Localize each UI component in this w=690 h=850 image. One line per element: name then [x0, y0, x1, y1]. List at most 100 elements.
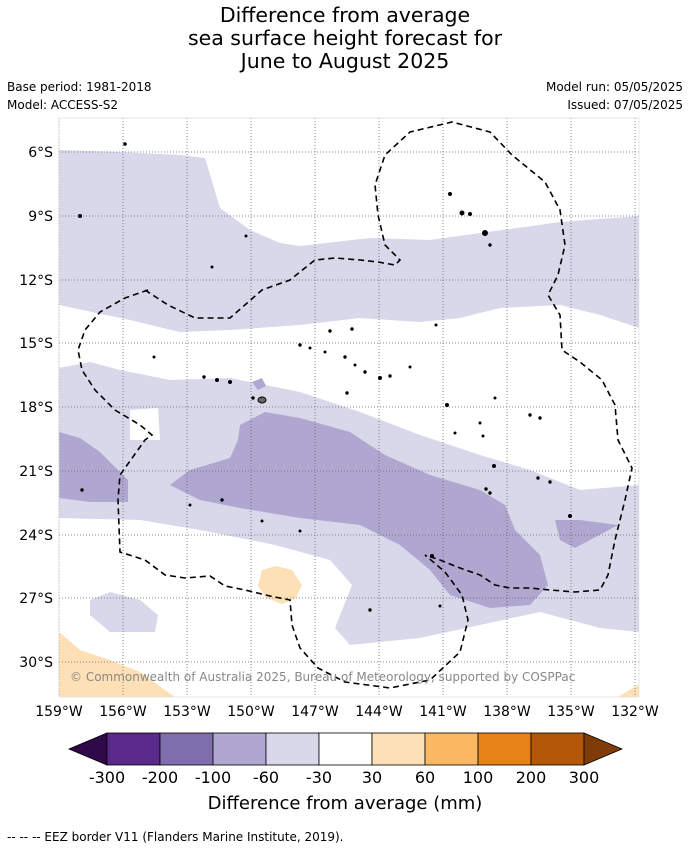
island — [488, 491, 492, 495]
island — [323, 350, 327, 354]
lon-label: 135°W — [547, 704, 595, 720]
island — [536, 476, 540, 480]
colorbar-labels: -300 -200 -100 -60 -30 30 60 100 200 300 — [89, 768, 599, 787]
island — [388, 374, 392, 378]
island — [481, 434, 485, 438]
lon-label: 156°W — [99, 704, 147, 720]
eez-french-polynesia — [144, 121, 633, 593]
island — [445, 403, 449, 407]
island — [350, 327, 354, 331]
contour-medium-island — [252, 378, 266, 390]
lon-label: 147°W — [291, 704, 339, 720]
contour-medium-left — [59, 432, 128, 502]
lat-label: 18°S — [19, 400, 53, 416]
colorbar-label: 30 — [362, 768, 382, 787]
contour-white-pocket — [130, 408, 160, 440]
island — [408, 365, 412, 369]
lat-label: 9°S — [28, 209, 53, 225]
island — [308, 346, 312, 350]
map-title: Difference from average sea surface heig… — [0, 4, 690, 73]
island — [228, 380, 232, 384]
colorbar-label: 200 — [516, 768, 547, 787]
lat-label: 15°S — [19, 336, 53, 352]
lat-label: 30°S — [19, 655, 53, 671]
island-large — [257, 396, 267, 404]
lon-label: 153°W — [163, 704, 211, 720]
map-plot-area: © Commonwealth of Australia 2025, Bureau… — [58, 117, 640, 698]
issued-date: Issued: 07/05/2025 — [567, 98, 683, 112]
island — [202, 375, 206, 379]
island — [492, 464, 496, 468]
meta-right: Model run: 05/05/2025 Issued: 07/05/2025 — [546, 78, 683, 114]
colorbar-swatch — [265, 732, 320, 766]
lat-label: 24°S — [19, 528, 53, 544]
colorbar-label: -300 — [89, 768, 125, 787]
colorbar-swatch — [159, 732, 214, 766]
colorbar-label: -60 — [253, 768, 279, 787]
island — [215, 378, 219, 382]
island — [378, 376, 382, 380]
colorbar-label: 60 — [415, 768, 435, 787]
contour-orange-se — [618, 684, 639, 697]
lat-label: 6°S — [28, 145, 53, 161]
island — [438, 604, 442, 608]
island — [353, 363, 357, 367]
colorbar-title: Difference from average (mm) — [208, 793, 483, 814]
island — [298, 529, 302, 533]
eez-borders — [77, 121, 633, 689]
colorbar-label: -100 — [195, 768, 231, 787]
island — [448, 192, 452, 196]
island — [123, 142, 127, 146]
island — [488, 243, 492, 247]
island — [430, 554, 434, 558]
island — [210, 265, 214, 269]
island — [478, 421, 482, 425]
lon-label: 138°W — [483, 704, 531, 720]
anomaly-contours — [59, 150, 639, 697]
island — [220, 498, 224, 502]
lon-label: 159°W — [35, 704, 83, 720]
island — [343, 355, 347, 359]
island — [78, 214, 82, 218]
colorbar-label: 300 — [569, 768, 600, 787]
map-frame — [58, 117, 640, 698]
eez-footnote: -- -- -- EEZ border V11 (Flanders Marine… — [7, 830, 344, 844]
island — [548, 480, 552, 484]
island — [80, 488, 84, 492]
colorbar-label: 100 — [463, 768, 494, 787]
title-line-2: sea surface height forecast for — [187, 26, 503, 50]
colorbar: -300 -200 -100 -60 -30 30 60 100 200 300… — [67, 732, 624, 814]
colorbar-extend-under — [67, 732, 108, 766]
island — [251, 396, 255, 400]
colorbar-swatch — [371, 732, 426, 766]
copyright-notice: © Commonwealth of Australia 2025, Bureau… — [70, 670, 575, 684]
eez-cook-islands — [77, 289, 469, 689]
contour-orange-sw — [59, 632, 175, 697]
island — [538, 416, 542, 420]
lat-label: 12°S — [19, 273, 53, 289]
island — [363, 370, 367, 374]
colorbar-swatch — [424, 732, 479, 766]
lon-label: 150°W — [227, 704, 275, 720]
lon-label: 141°W — [419, 704, 467, 720]
lat-label: 21°S — [19, 464, 53, 480]
meta-left: Base period: 1981-2018 Model: ACCESS-S2 — [7, 78, 152, 114]
island — [493, 396, 497, 400]
colorbar-swatch — [318, 732, 373, 766]
island — [528, 413, 532, 417]
base-period: Base period: 1981-2018 — [7, 80, 152, 94]
model-run: Model run: 05/05/2025 — [545, 80, 683, 94]
island — [368, 608, 372, 612]
colorbar-label: -30 — [306, 768, 332, 787]
island — [152, 355, 156, 359]
title-line-1: Difference from average — [219, 3, 471, 27]
contour-light-band — [59, 150, 639, 332]
model-name: Model: ACCESS-S2 — [7, 98, 119, 112]
contour-medium-main — [170, 412, 548, 608]
island — [459, 210, 465, 216]
island — [484, 487, 488, 491]
island — [468, 212, 472, 216]
island — [244, 234, 248, 238]
title-line-3: June to August 2025 — [240, 49, 450, 73]
